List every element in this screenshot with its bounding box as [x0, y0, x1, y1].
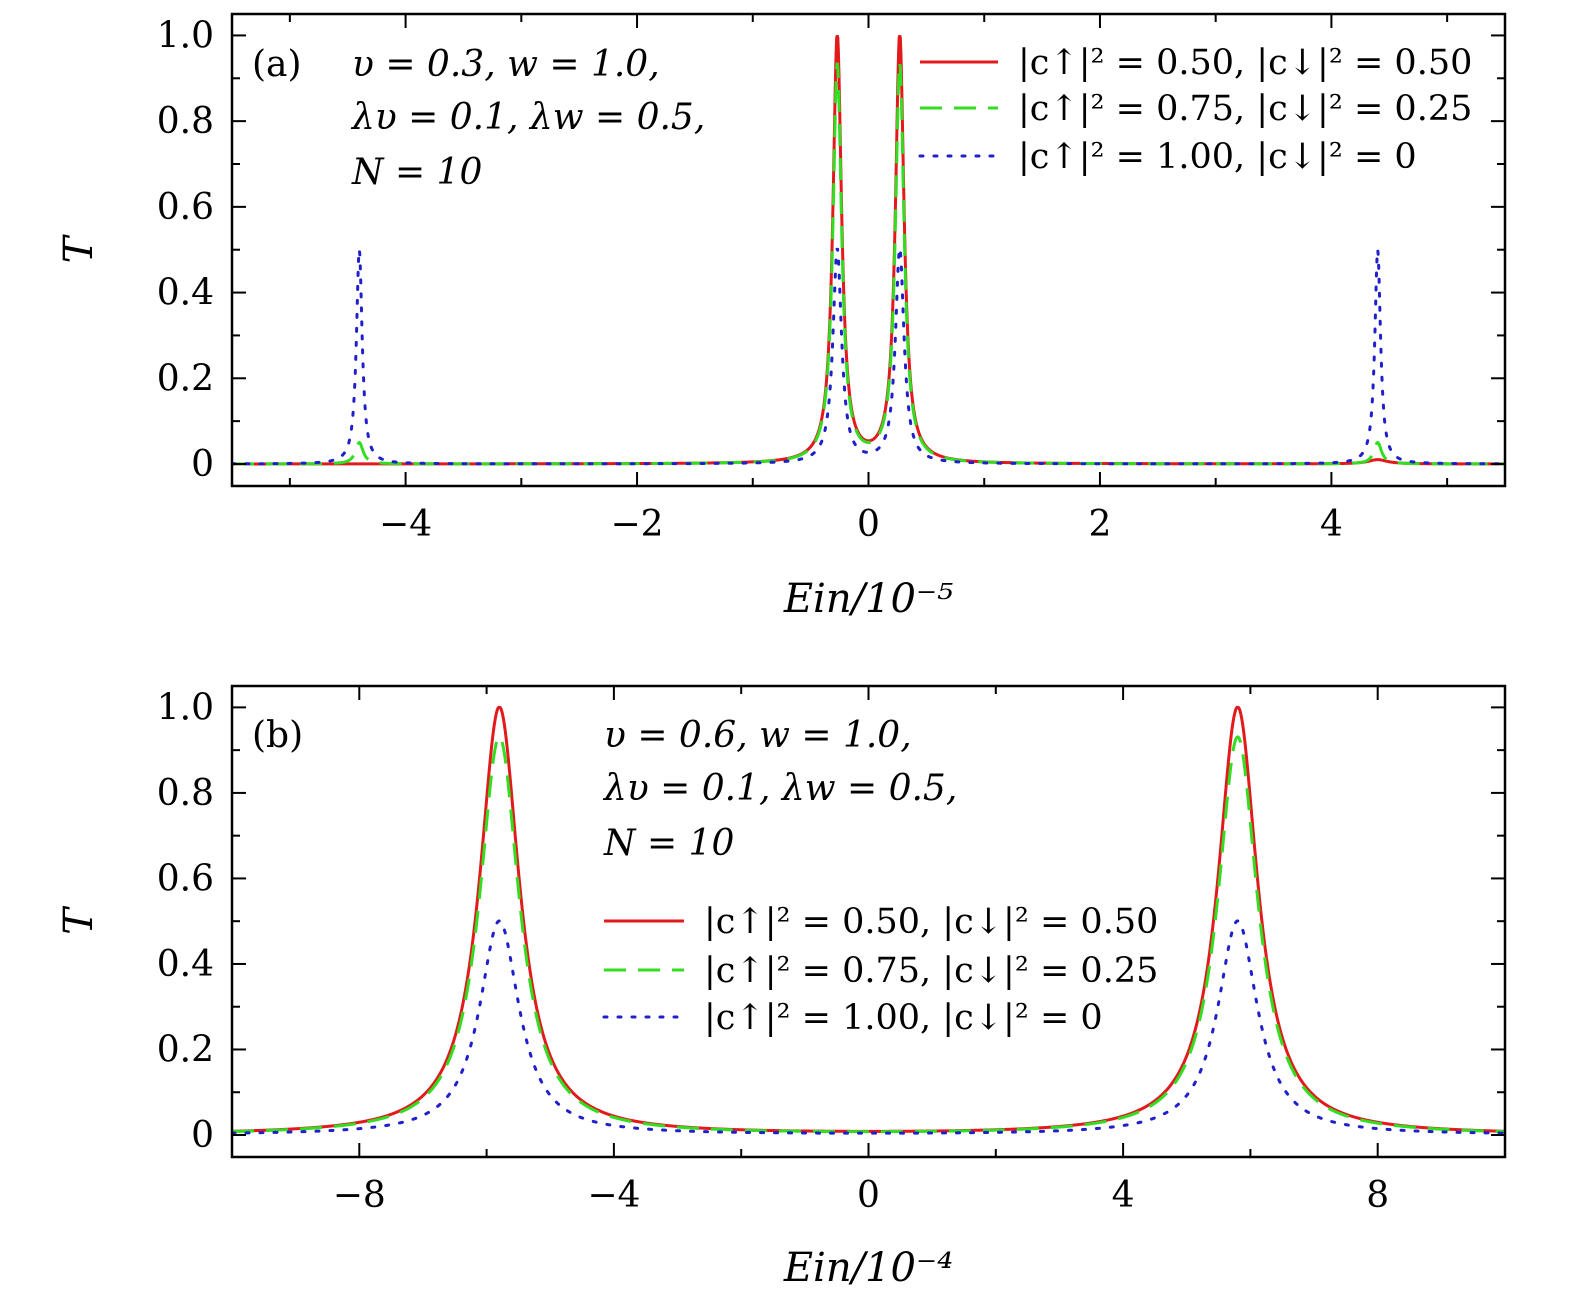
- legend-entry: |c↑|² = 1.00, |c↓|² = 0: [1018, 137, 1417, 177]
- x-tick-label: −8: [333, 1175, 386, 1216]
- legend-entry: |c↑|² = 0.50, |c↓|² = 0.50: [704, 902, 1158, 942]
- legend-entry: |c↑|² = 1.00, |c↓|² = 0: [704, 998, 1103, 1038]
- parameter-annotation: υ = 0.3, w = 1.0,: [352, 44, 660, 85]
- y-tick-label: 1.0: [157, 15, 214, 56]
- series-line-2: [232, 735, 1505, 1134]
- x-tick-label: 2: [1089, 504, 1112, 545]
- x-tick-label: −4: [587, 1175, 640, 1216]
- panel-label: (a): [252, 44, 302, 85]
- y-tick-label: 0.4: [157, 944, 214, 985]
- x-tick-label: 4: [1112, 1175, 1135, 1216]
- parameter-annotation: λυ = 0.1, λw = 0.5,: [350, 97, 705, 138]
- parameter-annotation: N = 10: [351, 152, 482, 193]
- y-tick-label: 1.0: [157, 687, 214, 728]
- y-tick-label: 0.2: [157, 1029, 214, 1070]
- y-tick-label: 0.6: [157, 858, 214, 899]
- y-axis-label: T: [56, 905, 102, 935]
- y-tick-label: 0.6: [157, 187, 214, 228]
- parameter-annotation: N = 10: [603, 823, 734, 864]
- legend-entry: |c↑|² = 0.50, |c↓|² = 0.50: [1018, 43, 1472, 83]
- y-tick-label: 0.8: [157, 101, 214, 142]
- x-axis-label: Ein/10⁻⁴: [783, 1245, 953, 1291]
- y-axis-label: T: [56, 233, 102, 263]
- parameter-annotation: λυ = 0.1, λw = 0.5,: [602, 768, 957, 809]
- x-tick-label: 0: [857, 1175, 880, 1216]
- y-tick-label: 0: [191, 1115, 214, 1156]
- series-line-3: [232, 247, 1505, 466]
- panel-label: (b): [252, 715, 303, 756]
- x-tick-label: 4: [1320, 504, 1343, 545]
- x-tick-label: 0: [857, 504, 880, 545]
- x-axis-label: Ein/10⁻⁵: [783, 576, 953, 622]
- x-tick-label: 8: [1366, 1175, 1389, 1216]
- y-tick-label: 0.2: [157, 358, 214, 399]
- y-tick-label: 0.4: [157, 273, 214, 314]
- y-tick-label: 0: [191, 444, 214, 485]
- legend-entry: |c↑|² = 0.75, |c↓|² = 0.25: [1018, 89, 1472, 129]
- y-tick-label: 0.8: [157, 773, 214, 814]
- parameter-annotation: υ = 0.6, w = 1.0,: [604, 715, 912, 756]
- legend-entry: |c↑|² = 0.75, |c↓|² = 0.25: [704, 951, 1158, 991]
- x-tick-label: −4: [379, 504, 432, 545]
- panel-b: 0 0.2 0.4 0.6 0.8 1.0 −8 −4 0 4 8 Ein/10⁻⁴ T (b) υ = 0…: [56, 684, 1507, 1291]
- panel-a: 0 0.2 0.4 0.6 0.8 1.0 −4 −2 0 2 4 Ein/10⁻⁵ T (a) υ = 0…: [56, 12, 1507, 622]
- x-tick-label: −2: [611, 504, 664, 545]
